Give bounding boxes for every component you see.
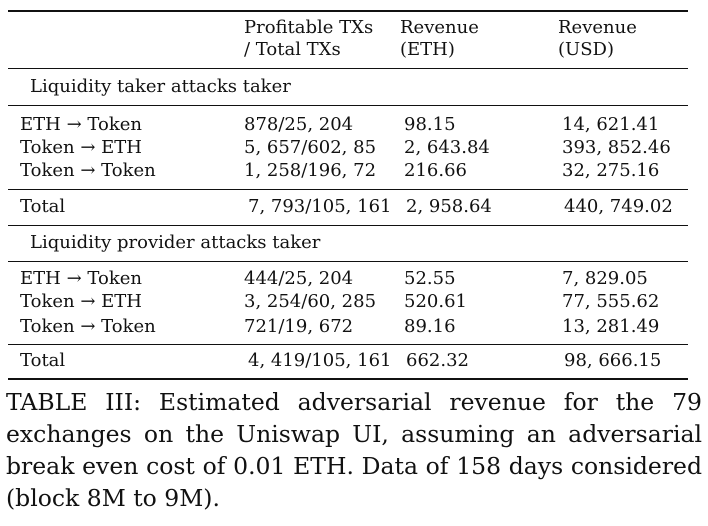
total-txs: 7, 793/105, 161 (248, 196, 392, 217)
row-usd: 13, 281.49 (562, 316, 660, 337)
total-eth: 2, 958.64 (406, 196, 492, 217)
bottom-rule (8, 378, 688, 380)
header-profitable-txs: Profitable TXs (244, 17, 374, 38)
header-revenue-eth: Revenue (400, 17, 479, 38)
row-eth: 52.55 (404, 268, 456, 289)
row-usd: 14, 621.41 (562, 114, 660, 135)
row-label: Token → ETH (20, 137, 142, 158)
total-usd: 440, 749.02 (564, 196, 673, 217)
total-usd: 98, 666.15 (564, 350, 662, 371)
header-revenue-usd: Revenue (558, 17, 637, 38)
section-title: Liquidity provider attacks taker (30, 232, 321, 253)
row-eth: 98.15 (404, 114, 456, 135)
row-txs: 878/25, 204 (244, 114, 354, 135)
header-eth-unit: (ETH) (400, 39, 455, 60)
total-eth: 662.32 (406, 350, 469, 371)
total-label: Total (20, 196, 66, 217)
row-eth: 2, 643.84 (404, 137, 490, 158)
row-txs: 721/19, 672 (244, 316, 354, 337)
section-rule (8, 225, 688, 226)
row-usd: 32, 275.16 (562, 160, 660, 181)
header-total-txs: / Total TXs (244, 39, 341, 60)
total-label: Total (20, 350, 66, 371)
row-label: Token → ETH (20, 291, 142, 312)
row-eth: 520.61 (404, 291, 467, 312)
row-usd: 7, 829.05 (562, 268, 648, 289)
row-label: Token → Token (20, 316, 156, 337)
row-txs: 5, 657/602, 85 (244, 137, 377, 158)
row-txs: 1, 258/196, 72 (244, 160, 377, 181)
total-rule (8, 344, 688, 345)
total-rule (8, 189, 688, 190)
section-title: Liquidity taker attacks taker (30, 76, 291, 97)
row-label: ETH → Token (20, 114, 142, 135)
section-rule (8, 105, 688, 106)
section-rule (8, 261, 688, 262)
row-txs: 3, 254/60, 285 (244, 291, 377, 312)
row-usd: 393, 852.46 (562, 137, 671, 158)
row-label: ETH → Token (20, 268, 142, 289)
top-rule (8, 10, 688, 12)
header-rule (8, 68, 688, 69)
total-txs: 4, 419/105, 161 (248, 350, 392, 371)
row-eth: 89.16 (404, 316, 456, 337)
row-eth: 216.66 (404, 160, 467, 181)
header-usd-unit: (USD) (558, 39, 614, 60)
row-usd: 77, 555.62 (562, 291, 660, 312)
table-caption: TABLE III: Estimated adversarial revenue… (6, 388, 702, 512)
row-txs: 444/25, 204 (244, 268, 354, 289)
row-label: Token → Token (20, 160, 156, 181)
